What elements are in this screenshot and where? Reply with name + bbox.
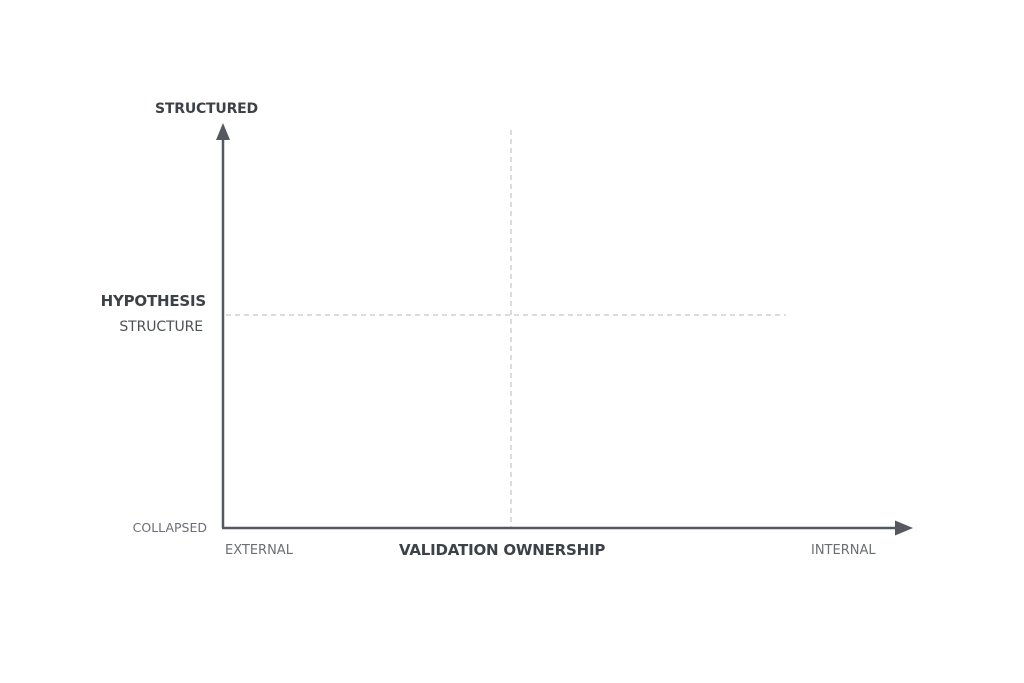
y-axis-bottom-label: COLLAPSED	[132, 520, 207, 535]
x-axis-left-label: EXTERNAL	[225, 543, 293, 558]
x-axis-arrowhead	[895, 520, 913, 536]
y-axis-title-line2: STRUCTURE	[119, 319, 203, 335]
x-axis-title: VALIDATION OWNERSHIP	[399, 541, 606, 559]
y-axis-title-line1: HYPOTHESIS	[100, 292, 207, 310]
x-axis-right-label: INTERNAL	[811, 543, 876, 558]
y-axis-top-label: STRUCTURED	[155, 101, 258, 117]
y-axis-arrowhead	[216, 123, 230, 140]
